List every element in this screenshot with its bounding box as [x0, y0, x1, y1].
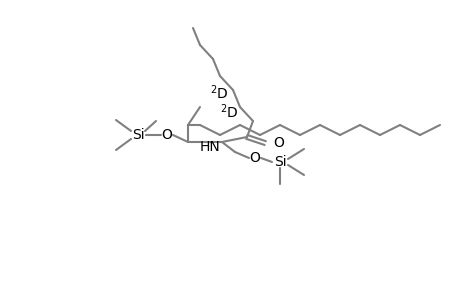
- Text: O: O: [272, 136, 283, 150]
- Text: $^{2}$D: $^{2}$D: [219, 103, 238, 121]
- Text: O: O: [161, 128, 172, 142]
- Text: Si: Si: [273, 155, 285, 169]
- Text: O: O: [249, 151, 260, 165]
- Text: Si: Si: [131, 128, 144, 142]
- Text: $^{2}$D: $^{2}$D: [210, 84, 228, 102]
- Text: HN: HN: [199, 140, 220, 154]
